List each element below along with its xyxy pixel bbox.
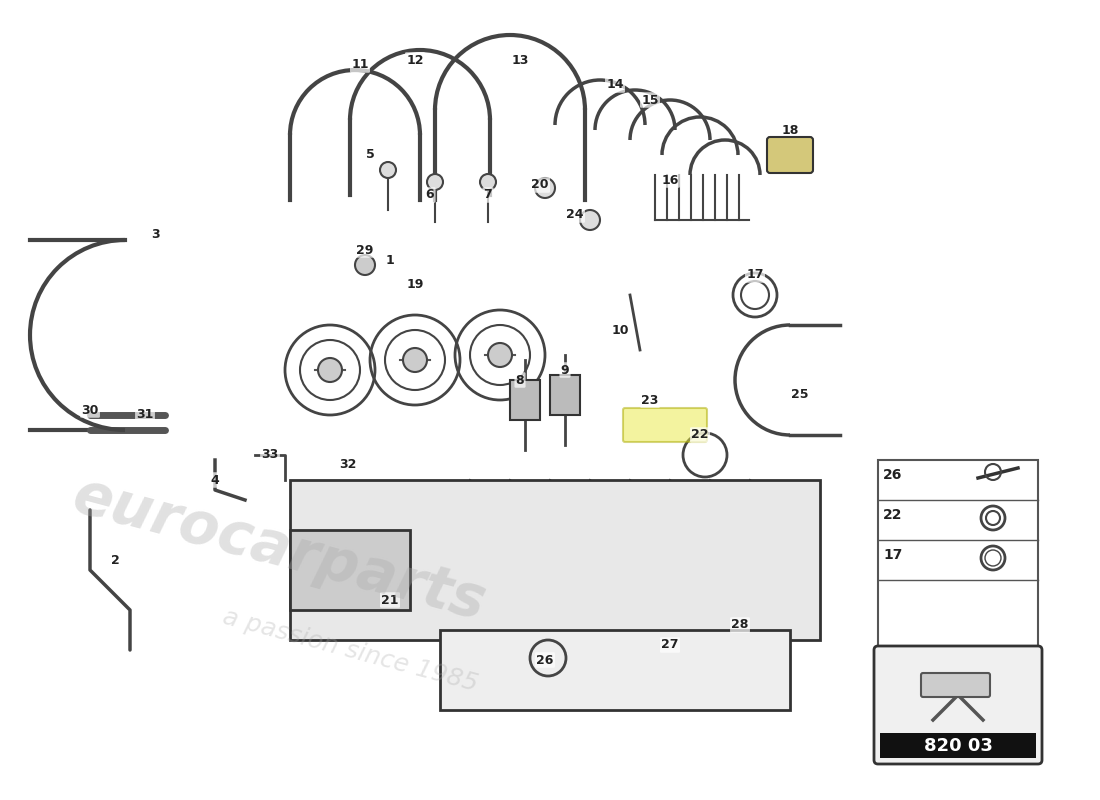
Text: 17: 17 [746, 269, 763, 282]
Text: 2: 2 [111, 554, 120, 566]
Text: 8: 8 [516, 374, 525, 386]
Text: 31: 31 [136, 409, 154, 422]
Circle shape [488, 343, 512, 367]
Text: 33: 33 [262, 449, 278, 462]
Text: 27: 27 [661, 638, 679, 651]
FancyBboxPatch shape [767, 137, 813, 173]
Text: 25: 25 [791, 389, 808, 402]
Text: 820 03: 820 03 [924, 737, 992, 755]
Circle shape [355, 255, 375, 275]
Circle shape [480, 174, 496, 190]
Circle shape [403, 348, 427, 372]
Text: 11: 11 [351, 58, 369, 71]
Circle shape [318, 358, 342, 382]
Text: 26: 26 [537, 654, 553, 666]
Bar [290, 480, 820, 640]
Text: 12: 12 [406, 54, 424, 66]
Text: 26: 26 [883, 468, 903, 482]
FancyBboxPatch shape [623, 408, 707, 442]
Bar [880, 733, 1036, 758]
Text: 22: 22 [883, 508, 903, 522]
Circle shape [427, 174, 443, 190]
Bar [440, 630, 790, 710]
Text: 9: 9 [561, 363, 570, 377]
Text: 22: 22 [691, 429, 708, 442]
Text: 18: 18 [781, 123, 799, 137]
Circle shape [535, 178, 556, 198]
Text: 16: 16 [661, 174, 679, 186]
Text: 17: 17 [883, 548, 903, 562]
Text: 14: 14 [606, 78, 624, 91]
Text: 1: 1 [386, 254, 395, 266]
Text: 28: 28 [732, 618, 749, 631]
Bar [510, 380, 540, 420]
Text: 20: 20 [531, 178, 549, 191]
Text: 30: 30 [81, 403, 99, 417]
Text: 29: 29 [356, 243, 374, 257]
Text: 32: 32 [339, 458, 356, 471]
Text: 10: 10 [612, 323, 629, 337]
Text: 7: 7 [484, 189, 493, 202]
Text: 13: 13 [512, 54, 529, 66]
Text: 19: 19 [406, 278, 424, 291]
Text: 3: 3 [151, 229, 160, 242]
Bar [290, 530, 410, 610]
Circle shape [379, 162, 396, 178]
Text: 5: 5 [365, 149, 374, 162]
Text: 21: 21 [382, 594, 398, 606]
Text: 6: 6 [426, 189, 434, 202]
Text: a passion since 1985: a passion since 1985 [220, 604, 481, 696]
Bar [878, 460, 1038, 650]
Text: 24: 24 [566, 209, 584, 222]
FancyBboxPatch shape [921, 673, 990, 697]
Text: eurocarparts: eurocarparts [67, 467, 493, 633]
Text: 23: 23 [641, 394, 659, 406]
Circle shape [580, 210, 600, 230]
FancyBboxPatch shape [874, 646, 1042, 764]
Text: 15: 15 [641, 94, 659, 106]
Text: 4: 4 [210, 474, 219, 486]
Bar [550, 375, 580, 415]
